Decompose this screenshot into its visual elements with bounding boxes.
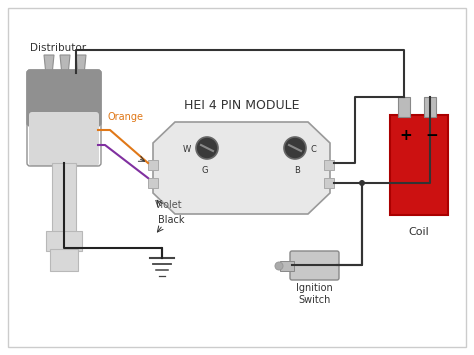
Text: Distributor: Distributor (30, 43, 86, 53)
Polygon shape (60, 55, 70, 75)
Text: HEI 4 PIN MODULE: HEI 4 PIN MODULE (184, 99, 300, 112)
Bar (324, 160, 334, 170)
Bar (52, 163, 76, 233)
Bar (280, 261, 294, 271)
Circle shape (275, 262, 283, 270)
Polygon shape (44, 55, 54, 75)
Bar (390, 115, 448, 215)
FancyBboxPatch shape (290, 251, 339, 280)
Polygon shape (76, 55, 86, 75)
FancyBboxPatch shape (27, 70, 101, 126)
Bar (324, 178, 334, 188)
Text: W: W (183, 146, 191, 154)
Text: Violet: Violet (155, 200, 182, 210)
Text: B: B (294, 166, 300, 175)
Text: Coil: Coil (409, 227, 429, 237)
Bar (148, 178, 158, 188)
Text: Ignition
Switch: Ignition Switch (296, 283, 333, 305)
Text: Orange: Orange (108, 112, 144, 122)
Text: C: C (311, 146, 317, 154)
Circle shape (284, 137, 306, 159)
Text: G: G (202, 166, 208, 175)
Text: −: − (426, 127, 438, 142)
Bar (424, 97, 436, 117)
Bar (50, 249, 78, 271)
Bar (46, 231, 82, 251)
Bar (398, 97, 410, 117)
Circle shape (359, 180, 365, 186)
Circle shape (196, 137, 218, 159)
FancyBboxPatch shape (29, 112, 99, 166)
Text: +: + (400, 127, 412, 142)
Bar (148, 160, 158, 170)
Polygon shape (153, 122, 330, 214)
Text: Black: Black (158, 215, 184, 225)
